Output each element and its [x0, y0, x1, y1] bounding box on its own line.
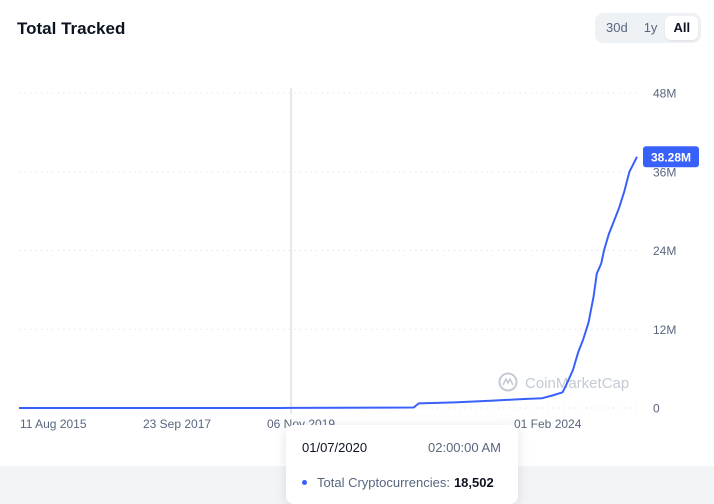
last-value-label: 38.28M	[651, 150, 691, 164]
tooltip-date: 01/07/2020	[302, 440, 368, 455]
range-30d-button[interactable]: 30d	[606, 20, 628, 35]
x-tick-label: 01 Feb 2024	[514, 417, 582, 431]
series-dot-icon	[302, 480, 307, 485]
y-tick-label: 12M	[653, 323, 676, 337]
chart-tooltip: 01/07/2020 02:00:00 AM Total Cryptocurre…	[286, 425, 518, 504]
range-1y-button[interactable]: 1y	[643, 20, 658, 35]
coinmarketcap-logo-mark	[502, 377, 514, 386]
y-tick-label: 48M	[653, 87, 676, 101]
series-line-total-cryptocurrencies	[19, 156, 638, 409]
tooltip-series-row: Total Cryptocurrencies: 18,502	[302, 475, 494, 490]
x-tick-label: 23 Sep 2017	[143, 417, 211, 431]
y-tick-label: 24M	[653, 244, 676, 258]
y-tick-label: 0	[653, 402, 660, 416]
last-value-badge: 38.28M	[643, 146, 699, 168]
tooltip-series-label: Total Cryptocurrencies:	[317, 475, 450, 490]
range-all-button[interactable]: All	[665, 16, 699, 40]
watermark-text: CoinMarketCap	[525, 375, 629, 392]
last-value-badge-bg	[643, 146, 699, 168]
coinmarketcap-watermark: CoinMarketCap	[498, 372, 629, 392]
coinmarketcap-logo-icon	[498, 372, 518, 392]
page-title: Total Tracked	[17, 19, 126, 38]
tooltip-time: 02:00:00 AM	[428, 440, 501, 455]
chart-card: Total Tracked 30d 1y All 0 12M 24M 36M 48M 1…	[0, 0, 714, 466]
x-tick-label: 11 Aug 2015	[20, 417, 87, 431]
tooltip-series-value: 18,502	[453, 475, 494, 490]
range-selector: 30d 1y All	[595, 13, 702, 43]
y-tick-label: 36M	[653, 165, 676, 179]
